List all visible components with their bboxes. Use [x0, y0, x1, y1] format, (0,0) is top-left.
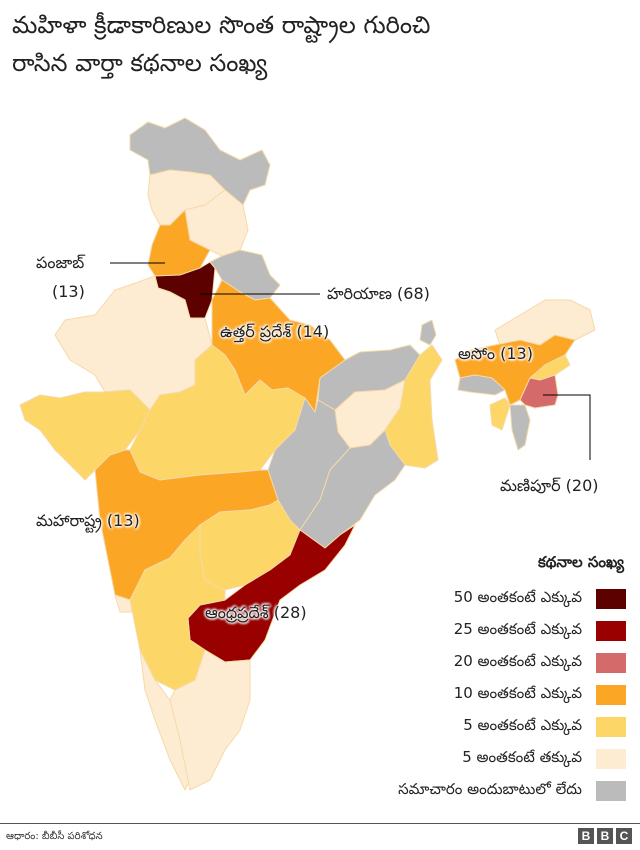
legend-label: 10 అంతకంటే ఎక్కువ	[453, 684, 582, 702]
legend-swatch	[596, 717, 626, 737]
label-punjab-name: పంజాబ్	[36, 253, 85, 272]
legend-swatch	[596, 621, 626, 641]
state-kerala	[139, 649, 191, 791]
label-haryana: హరియాణ (68)	[327, 284, 430, 303]
state-meghalaya	[457, 374, 506, 396]
title-line-2: రాసిన వార్తా కథనాల సంఖ్య	[12, 49, 268, 77]
state-manipur	[519, 374, 559, 409]
legend-swatch	[596, 589, 626, 609]
state-karnataka	[129, 524, 226, 691]
legend-label: 5 అంతకంటే తక్కువ	[462, 748, 582, 766]
legend-item: 10 అంతకంటే ఎక్కువ	[326, 679, 626, 711]
label-manipur: మణిపూర్ (20)	[500, 476, 599, 495]
bbc-logo-letter: B	[578, 828, 594, 844]
leader-line-manipur	[543, 394, 591, 460]
legend-swatch	[596, 685, 626, 705]
legend-label: 50 అంతకంటే ఎక్కువ	[453, 588, 582, 606]
bbc-logo: B B C	[578, 828, 632, 844]
state-odisha	[299, 429, 406, 549]
bbc-logo-letter: B	[597, 828, 613, 844]
label-assam: అసోం (13)	[458, 344, 533, 363]
legend-label: సమాచారం అందుబాటులో లేదు	[398, 780, 582, 798]
state-sikkim	[419, 319, 437, 346]
legend-item: 5 అంతకంటే తక్కువ	[326, 743, 626, 775]
footer-divider	[0, 823, 640, 824]
label-punjab-count: (13)	[52, 282, 85, 301]
state-tripura	[489, 397, 511, 431]
legend-item: 50 అంతకంటే ఎక్కువ	[326, 583, 626, 615]
legend-label: 20 అంతకంటే ఎక్కువ	[453, 652, 582, 670]
label-andhra-pradesh: ఆంధ్రప్రదేశ్ (28)	[205, 603, 307, 622]
state-arunachal	[494, 299, 596, 346]
state-mizoram	[509, 404, 531, 451]
state-west-bengal	[384, 344, 443, 469]
legend-swatch	[596, 653, 626, 673]
legend: కథనాల సంఖ్య 50 అంతకంటే ఎక్కువ 25 అంతకంటే…	[326, 553, 626, 807]
legend-title: కథనాల సంఖ్య	[537, 553, 624, 571]
source-note: ఆధారం: బీబీసీ పరిశోధన	[6, 831, 103, 842]
legend-item: సమాచారం అందుబాటులో లేదు	[326, 775, 626, 807]
state-tamil-nadu	[169, 649, 251, 791]
title-line-1: మహిళా క్రీడాకారిణుల సొంత రాష్ట్రాల గురిం…	[12, 11, 431, 39]
legend-label: 25 అంతకంటే ఎక్కువ	[453, 620, 582, 638]
chart-title: మహిళా క్రీడాకారిణుల సొంత రాష్ట్రాల గురిం…	[12, 6, 632, 82]
legend-label: 5 అంతకంటే ఎక్కువ	[463, 716, 582, 734]
bbc-logo-letter: C	[616, 828, 632, 844]
legend-item: 25 అంతకంటే ఎక్కువ	[326, 615, 626, 647]
state-goa	[114, 594, 133, 613]
legend-item: 20 అంతకంటే ఎక్కువ	[326, 647, 626, 679]
legend-swatch	[596, 781, 626, 801]
legend-swatch	[596, 749, 626, 769]
label-maharashtra: మహారాష్ట్ర (13)	[36, 511, 140, 530]
legend-item: 5 అంతకంటే ఎక్కువ	[326, 711, 626, 743]
label-uttar-pradesh: ఉత్తర్ ప్రదేశ్ (14)	[220, 322, 330, 341]
